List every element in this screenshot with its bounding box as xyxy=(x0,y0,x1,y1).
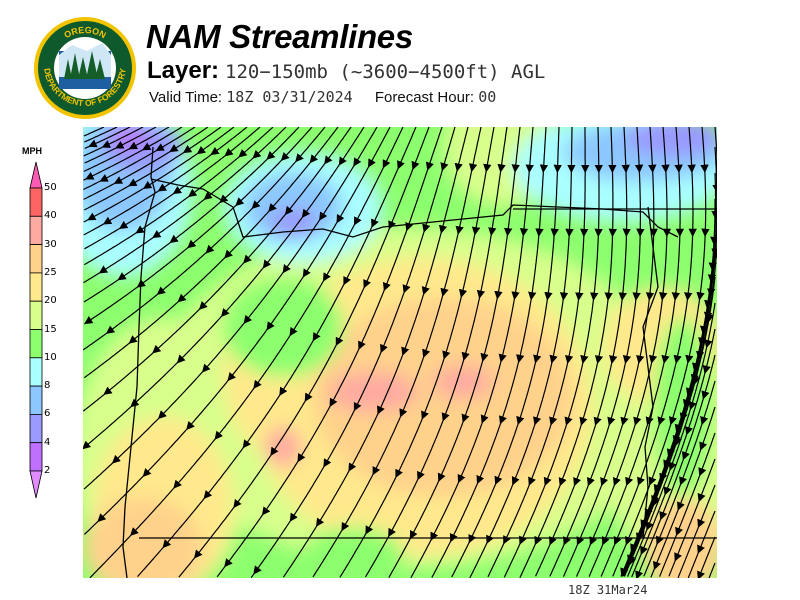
streamline xyxy=(677,484,716,578)
oregon-department-of-forestry-logo: OREGON DEPARTMENT OF FORESTRY xyxy=(34,17,136,119)
forecast-hour-label: Forecast Hour: xyxy=(374,89,475,106)
colorbar-label: 4 xyxy=(44,436,51,448)
colorbar-bin xyxy=(29,385,43,415)
colorbar-label: 6 xyxy=(44,408,51,420)
layer-label: Layer: xyxy=(147,57,220,84)
colorbar-over-triangle xyxy=(29,161,43,189)
streamline xyxy=(687,510,716,578)
streamline xyxy=(623,276,716,577)
colorbar-label: 8 xyxy=(44,380,51,392)
colorbar-label: 25 xyxy=(44,266,57,278)
streamline xyxy=(83,127,105,137)
streamline xyxy=(627,302,716,577)
streamline xyxy=(137,127,417,577)
svg-text:OREGON: OREGON xyxy=(62,25,107,40)
page-title: NAM Streamlines xyxy=(146,18,413,55)
colorbar-bin xyxy=(29,357,43,387)
colorbar-label: 2 xyxy=(44,465,51,476)
shading-region xyxy=(313,297,573,497)
streamline xyxy=(708,562,716,578)
colorbar-bin xyxy=(29,329,43,359)
streamline xyxy=(83,127,144,157)
colorbar-bin xyxy=(29,272,43,302)
colorbar-bin xyxy=(29,215,43,246)
shading-region xyxy=(433,366,493,398)
layer-value: 120−150mb (~3600−4500ft) AGL xyxy=(225,61,546,83)
shading-region xyxy=(328,372,418,412)
idaho-border xyxy=(642,206,659,539)
valid-time-label: Valid Time: xyxy=(149,89,223,106)
colorbar-label: 20 xyxy=(44,295,57,307)
streamline xyxy=(84,127,222,211)
coastline xyxy=(122,146,156,578)
shading-region xyxy=(108,127,148,147)
colorbar-unit: MPH xyxy=(22,146,42,156)
colorbar xyxy=(29,161,43,499)
colorbar-under-triangle xyxy=(29,470,43,499)
streamline xyxy=(83,127,352,412)
colorbar-label: 50 xyxy=(44,182,57,193)
shading-region xyxy=(223,277,343,377)
streamlines xyxy=(83,127,717,578)
streamline xyxy=(83,127,313,325)
colorbar-label: 10 xyxy=(44,351,57,363)
valid-time-value: 18Z 03/31/2024 xyxy=(226,88,353,106)
streamline xyxy=(312,127,482,578)
colorbar-bin xyxy=(29,300,43,330)
colorbar-label: 15 xyxy=(44,323,57,335)
wind-speed-shading xyxy=(83,127,717,578)
streamline xyxy=(620,224,716,577)
streamline xyxy=(83,127,209,200)
streamline xyxy=(659,432,716,577)
streamline xyxy=(89,127,404,578)
layer-info: Layer: 120−150mb (~3600−4500ft) AGL xyxy=(147,57,545,85)
streamline xyxy=(650,406,716,578)
streamline xyxy=(83,127,235,223)
streamline xyxy=(83,127,248,236)
streamline xyxy=(83,127,170,172)
streamline xyxy=(282,127,469,578)
colorbar-bin xyxy=(29,442,43,472)
streamline xyxy=(178,127,430,578)
footer-timestamp: 18Z 31Mar24 xyxy=(568,583,648,597)
colorbar-label: 30 xyxy=(44,238,57,250)
streamline xyxy=(83,127,183,181)
shading-region xyxy=(303,527,403,578)
colorbar-bin xyxy=(29,187,43,217)
forecast-hour-value: 00 xyxy=(478,88,497,106)
streamline xyxy=(339,127,495,578)
shading-region xyxy=(265,427,301,467)
colorbar-bin xyxy=(29,413,43,444)
shading-region xyxy=(623,127,717,157)
colorbar-label: 40 xyxy=(44,210,57,222)
streamline xyxy=(250,127,456,578)
valid-time-info: Valid Time: 18Z 03/31/2024 Forecast Hour… xyxy=(149,88,496,106)
streamline-map[interactable] xyxy=(83,127,717,578)
colorbar-bin xyxy=(29,244,43,274)
